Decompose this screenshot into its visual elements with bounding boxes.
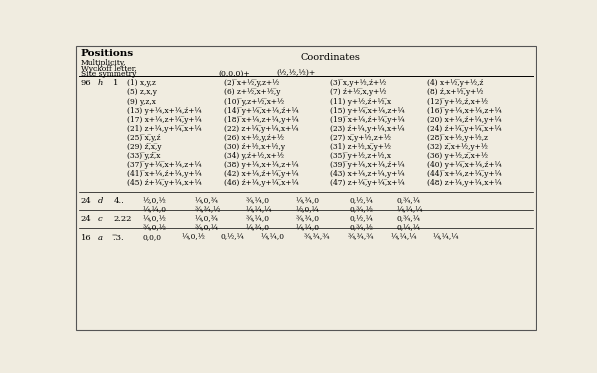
Text: ¾,¾,¾: ¾,¾,¾ [347, 233, 374, 242]
Text: 24: 24 [81, 197, 91, 205]
Text: (16) ̅y+¼,x+¼,z+¼: (16) ̅y+¼,x+¼,z+¼ [427, 107, 502, 115]
Text: (42) x+¼,ź+¼,̅y+¼: (42) x+¼,ź+¼,̅y+¼ [224, 170, 299, 178]
Text: ¼,0,½: ¼,0,½ [181, 233, 205, 242]
Text: ¼,0,¾: ¼,0,¾ [195, 197, 219, 205]
Text: (3) ̅x,y+½,ź+½: (3) ̅x,y+½,ź+½ [330, 79, 387, 87]
Text: (33) ̅y,ź,̅x: (33) ̅y,ź,̅x [127, 152, 161, 160]
Text: ¼,0,½: ¼,0,½ [143, 215, 167, 223]
Text: (15) y+¼,̅x+¼,z+¼: (15) y+¼,̅x+¼,z+¼ [330, 107, 405, 115]
Text: ¼,¼,0: ¼,¼,0 [261, 233, 285, 242]
Text: 0,½,¼: 0,½,¼ [350, 215, 374, 223]
Text: (11) y+½,ź+½,̅x: (11) y+½,ź+½,̅x [330, 98, 392, 106]
Text: (5) z,x,y: (5) z,x,y [127, 88, 157, 97]
Text: (21) z+¼,y+¼,̅x+¼: (21) z+¼,y+¼,̅x+¼ [127, 125, 202, 133]
Text: ¾,0,½: ¾,0,½ [143, 224, 167, 232]
Text: (36) y+½,z,̅x+½: (36) y+½,z,̅x+½ [427, 152, 488, 160]
Text: (4) x+½,̅y+½,ź: (4) x+½,̅y+½,ź [427, 79, 484, 87]
Text: d: d [98, 197, 103, 205]
Text: ¾,¾,¾: ¾,¾,¾ [303, 233, 330, 242]
Text: .̿3.: .̿3. [113, 233, 124, 242]
Text: 24: 24 [81, 215, 91, 223]
Text: (12) ̅y+½,ź,x+½: (12) ̅y+½,ź,x+½ [427, 98, 488, 106]
Text: (43) x+¼,z+¼,y+¼: (43) x+¼,z+¼,y+¼ [330, 170, 405, 178]
Text: Multiplicity,: Multiplicity, [81, 59, 127, 68]
Text: (19) ̅x+¼,ź+¼,̅y+¼: (19) ̅x+¼,ź+¼,̅y+¼ [330, 116, 405, 124]
Text: (40) y+¼,̅x+¼,ź+¼: (40) y+¼,̅x+¼,ź+¼ [427, 161, 502, 169]
Text: (8) ź,x+½,̅y+½: (8) ź,x+½,̅y+½ [427, 88, 484, 97]
Text: (7) ź+½,̅x,y+½: (7) ź+½,̅x,y+½ [330, 88, 387, 97]
Text: (20) x+¼,ź+¼,y+¼: (20) x+¼,ź+¼,y+¼ [427, 116, 502, 124]
Text: 0,¼,¼: 0,¼,¼ [396, 224, 420, 232]
Text: ¼,¼,¼: ¼,¼,¼ [245, 206, 272, 214]
Text: ¼,¼,0: ¼,¼,0 [296, 224, 319, 232]
Text: 0,¾,½: 0,¾,½ [350, 206, 374, 214]
Text: (22) z+¼,̅y+¼,x+¼: (22) z+¼,̅y+¼,x+¼ [224, 125, 298, 133]
Text: (38) y+¼,x+¼,z+¼: (38) y+¼,x+¼,z+¼ [224, 161, 299, 169]
Text: ½,0,¼: ½,0,¼ [296, 206, 319, 214]
Text: (45) ź+¼,̅y+¼,x+¼: (45) ź+¼,̅y+¼,x+¼ [127, 179, 202, 187]
Text: (27) x,̅y+½,z+½: (27) x,̅y+½,z+½ [330, 134, 392, 142]
Text: 96: 96 [81, 79, 91, 87]
Text: (½,½,½)+: (½,½,½)+ [276, 70, 315, 78]
Text: ¼,¾,0: ¼,¾,0 [245, 224, 269, 232]
Text: ¼,¾,0: ¼,¾,0 [296, 197, 319, 205]
Text: (46) ź+¼,y+¼,̅x+¼: (46) ź+¼,y+¼,̅x+¼ [224, 179, 299, 187]
Text: 0,¾,¼: 0,¾,¼ [396, 197, 420, 205]
Text: (23) ź+¼,y+¼,x+¼: (23) ź+¼,y+¼,x+¼ [330, 125, 405, 133]
Text: (29) ź,̅x,̅y: (29) ź,̅x,̅y [127, 143, 162, 151]
Text: ¼,¼,¼: ¼,¼,¼ [396, 206, 423, 214]
Text: 0,0,0: 0,0,0 [143, 233, 162, 242]
Text: Positions: Positions [81, 49, 134, 59]
Text: (35) ̅y+½,z+½,x: (35) ̅y+½,z+½,x [330, 152, 392, 160]
Text: ¾,0,¼: ¾,0,¼ [195, 224, 219, 232]
Text: ¼,0,¾: ¼,0,¾ [195, 215, 219, 223]
Text: (0,0,0)+: (0,0,0)+ [218, 70, 250, 78]
Text: c: c [98, 215, 103, 223]
Text: ¾,¼,0: ¾,¼,0 [245, 215, 269, 223]
Text: 16: 16 [81, 233, 91, 242]
Text: ¼,¼,¼: ¼,¼,¼ [391, 233, 417, 242]
Text: ¾,¾,0: ¾,¾,0 [296, 215, 319, 223]
Text: (17) x+¼,z+¼,̅y+¼: (17) x+¼,z+¼,̅y+¼ [127, 116, 202, 124]
Text: (37) ̅y+¼,̅x+¼,z+¼: (37) ̅y+¼,̅x+¼,z+¼ [127, 161, 202, 169]
Text: (9) y,z,x: (9) y,z,x [127, 98, 156, 106]
Text: ¾,¾,½: ¾,¾,½ [195, 206, 221, 214]
Text: Site symmetry: Site symmetry [81, 70, 136, 78]
Text: (24) ź+¼,̅y+¼,̅x+¼: (24) ź+¼,̅y+¼,̅x+¼ [427, 125, 502, 133]
Text: (39) ̅y+¼,x+¼,ź+¼: (39) ̅y+¼,x+¼,ź+¼ [330, 161, 405, 169]
Text: (1) x,y,z: (1) x,y,z [127, 79, 156, 87]
Text: (10) ̅y,z+½,̅x+½: (10) ̅y,z+½,̅x+½ [224, 98, 284, 106]
Text: (44) ̅x+¼,z+¼,̅y+¼: (44) ̅x+¼,z+¼,̅y+¼ [427, 170, 502, 178]
Text: Wyckoff letter,: Wyckoff letter, [81, 65, 137, 73]
Text: ¼,¼,0: ¼,¼,0 [143, 206, 167, 214]
Text: 0,¾,¼: 0,¾,¼ [396, 215, 420, 223]
Text: (26) x+½,y,ź+½: (26) x+½,y,ź+½ [224, 134, 284, 142]
Text: (30) ź+½,x+½,y: (30) ź+½,x+½,y [224, 143, 285, 151]
Text: 0,½,¼: 0,½,¼ [350, 197, 374, 205]
Text: 4..: 4.. [113, 197, 124, 205]
Text: a: a [98, 233, 103, 242]
Text: (47) z+¼,̅y+¼,̅x+¼: (47) z+¼,̅y+¼,̅x+¼ [330, 179, 405, 187]
Text: (2) ̅x+½,̅y,z+½: (2) ̅x+½,̅y,z+½ [224, 79, 279, 87]
Text: ¾,¼,0: ¾,¼,0 [245, 197, 269, 205]
Text: (18) ̅x+¼,z+¼,y+¼: (18) ̅x+¼,z+¼,y+¼ [224, 116, 299, 124]
Text: (48) z+¼,y+¼,x+¼: (48) z+¼,y+¼,x+¼ [427, 179, 502, 187]
Text: 1: 1 [113, 79, 119, 87]
Text: ½,0,½: ½,0,½ [143, 197, 167, 205]
Text: 0,¾,½: 0,¾,½ [350, 224, 374, 232]
Text: 2.22: 2.22 [113, 215, 132, 223]
Text: ¼,¼,¼: ¼,¼,¼ [433, 233, 459, 242]
Text: (14) ̅y+¼,̅x+¼,ź+¼: (14) ̅y+¼,̅x+¼,ź+¼ [224, 107, 299, 115]
Text: Coordinates: Coordinates [300, 53, 361, 62]
Text: (25) ̅x,̅y,ź: (25) ̅x,̅y,ź [127, 134, 161, 142]
Text: (31) z+½,x,̅y+½: (31) z+½,x,̅y+½ [330, 143, 392, 151]
Text: 0,½,¼: 0,½,¼ [220, 233, 244, 242]
Text: (6) z+½,̅x+½,̅y: (6) z+½,̅x+½,̅y [224, 88, 281, 97]
Text: h: h [98, 79, 103, 87]
Text: (41) ̅x+¼,ź+¼,y+¼: (41) ̅x+¼,ź+¼,y+¼ [127, 170, 202, 178]
Text: (28) ̅x+½,y+½,z: (28) ̅x+½,y+½,z [427, 134, 488, 142]
Text: (32) z,̅x+½,y+½: (32) z,̅x+½,y+½ [427, 143, 488, 151]
Text: (13) y+¼,x+¼,ź+¼: (13) y+¼,x+¼,ź+¼ [127, 107, 202, 115]
Text: (34) y,ź+½,x+½: (34) y,ź+½,x+½ [224, 152, 284, 160]
